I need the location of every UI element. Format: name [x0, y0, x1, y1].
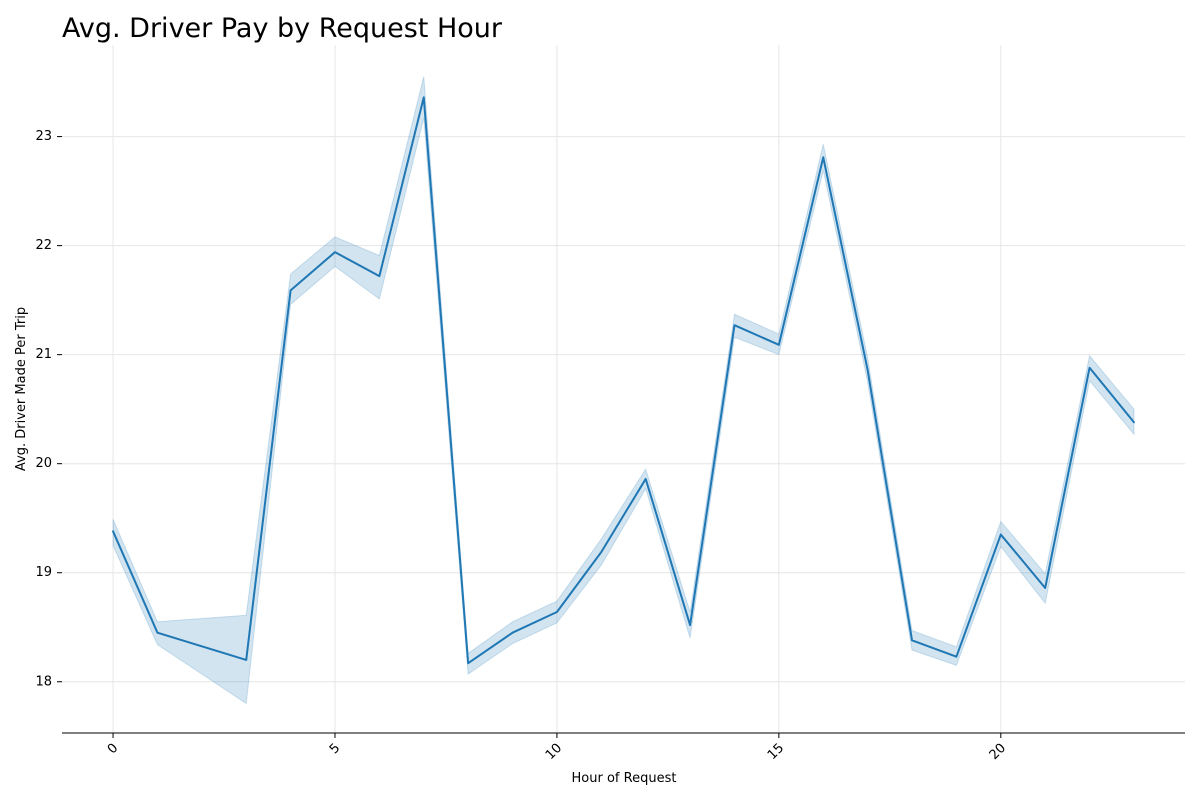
x-axis-label: Hour of Request — [572, 771, 677, 786]
series-point — [778, 344, 780, 346]
series-line — [112, 96, 1135, 665]
x-tick-label: 20 — [987, 741, 1009, 763]
series-point — [423, 96, 425, 98]
y-tick-label: 19 — [35, 565, 52, 580]
series-point — [245, 659, 247, 661]
x-tick-label: 0 — [105, 741, 121, 757]
x-tick-label: 5 — [327, 741, 343, 757]
series-point — [866, 369, 868, 371]
series-line-layer — [112, 96, 1135, 665]
series-point — [1044, 587, 1046, 589]
series-point — [334, 251, 336, 253]
series-point — [556, 611, 558, 613]
y-tick-label: 21 — [35, 347, 52, 362]
series-point — [644, 478, 646, 480]
x-tick-label: 15 — [765, 741, 787, 763]
series-point — [467, 662, 469, 664]
y-tick-label: 18 — [35, 674, 52, 689]
series-point — [112, 530, 114, 532]
series-point — [1088, 367, 1090, 369]
tick-label-layer: 0 5 10 15 20 18 19 20 21 22 23 — [35, 129, 1009, 763]
y-tick-label: 23 — [35, 129, 52, 144]
series-point — [689, 624, 691, 626]
series-point — [1133, 421, 1135, 423]
confidence-band — [112, 76, 1135, 705]
series-point — [733, 324, 735, 326]
series-point — [378, 275, 380, 277]
x-tick-label: 10 — [543, 741, 565, 763]
y-axis-label: Avg. Driver Made Per Trip — [14, 307, 29, 471]
axis-layer — [57, 136, 1185, 738]
series-point — [1000, 533, 1002, 535]
series-point — [511, 631, 513, 633]
series-point — [822, 156, 824, 158]
grid-layer — [62, 45, 1185, 733]
confidence-band-layer — [112, 76, 1135, 705]
chart-title: Avg. Driver Pay by Request Hour — [62, 13, 503, 44]
series-point — [955, 655, 957, 657]
series-point — [600, 551, 602, 553]
y-tick-label: 20 — [35, 456, 52, 471]
series-point — [289, 289, 291, 291]
y-tick-label: 22 — [35, 238, 52, 253]
series-point — [911, 639, 913, 641]
series-point — [156, 631, 158, 633]
